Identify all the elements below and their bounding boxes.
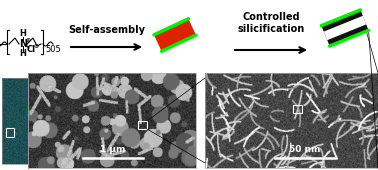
Polygon shape <box>324 16 366 40</box>
Text: H: H <box>20 30 26 38</box>
Text: Cl: Cl <box>26 46 36 55</box>
Polygon shape <box>321 10 369 46</box>
Bar <box>28 73 196 168</box>
Text: ⊖: ⊖ <box>33 45 39 49</box>
Text: ⊕: ⊕ <box>25 38 31 42</box>
Text: 50 nm: 50 nm <box>289 145 321 154</box>
Text: 1 μm: 1 μm <box>100 145 126 154</box>
Polygon shape <box>154 19 196 51</box>
Bar <box>205 73 378 168</box>
Text: H: H <box>20 49 26 58</box>
Text: Controlled
silicification: Controlled silicification <box>237 12 305 34</box>
Text: N: N <box>19 39 27 49</box>
Text: Self-assembly: Self-assembly <box>68 25 145 35</box>
Bar <box>293 105 302 113</box>
Text: 505: 505 <box>45 46 61 55</box>
Bar <box>138 121 147 129</box>
Bar <box>2 78 28 164</box>
Bar <box>6 128 14 137</box>
